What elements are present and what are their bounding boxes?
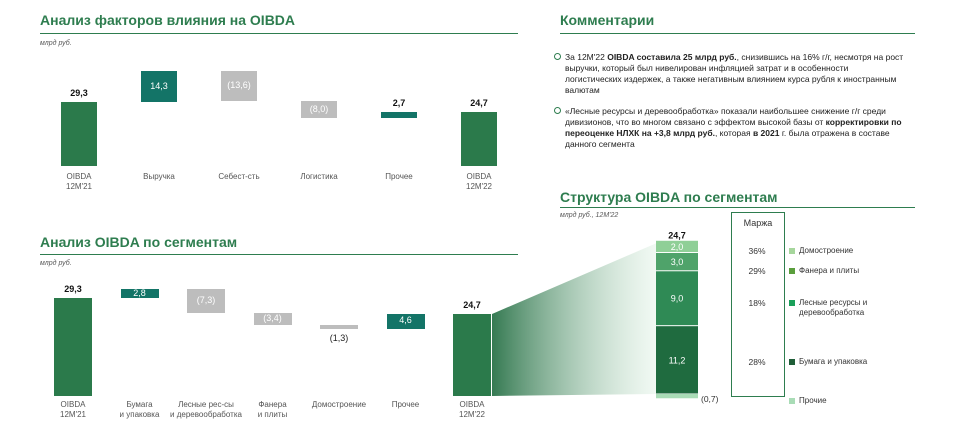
comment-2-part: , которая [714,128,753,138]
comments-title-underline [560,33,915,34]
comment-1-part: За 12М'22 [565,52,608,62]
margin-value: 36% [748,246,766,256]
factors-title-underline [40,33,518,34]
margin-header: Маржа [743,218,773,228]
factors-title: Анализ факторов влияния на OIBDA [40,12,296,28]
legend-swatch [789,300,795,306]
stack-negative-segment [656,394,698,399]
legend-label: Фанера и плиты [799,266,860,275]
segments-title-underline [40,254,518,255]
stack-segment [656,326,698,394]
legend-label: Домостроение [799,246,854,255]
comment-2-text: «Лесные ресурсы и деревообработка» показ… [565,106,902,149]
comment-2-part: в 2021 [752,128,780,138]
bullet-icon [554,53,561,60]
legend-label: Бумага и упаковка [799,357,868,366]
margin-box [731,212,785,397]
legend-swatch [789,359,795,365]
comment-1-part: OIBDA составила 25 млрд руб. [607,52,737,62]
comment-1-text: За 12М'22 OIBDA составила 25 млрд руб., … [565,52,903,95]
structure-title: Структура OIBDA по сегментам [560,189,778,205]
legend-label: Прочие [799,396,827,405]
stack-label: 2,0 [671,242,684,252]
comment-2-part: «Лесные ресурсы и деревообработка» показ… [565,106,886,127]
legend-swatch [789,248,795,254]
legend-swatch [789,268,795,274]
comment-2-part: г. была отражена в составе данного сегме… [565,128,890,149]
stack-total-label: 24,7 [668,230,686,240]
stack-label: 9,0 [671,294,684,304]
stack-label: 11,2 [669,355,686,365]
structure-unit: млрд руб., 12М'22 [560,212,619,219]
stack-negative-label: (0,7) [701,394,719,404]
segments-unit: млрд руб. [40,260,72,267]
comment-2: «Лесные ресурсы и деревообработка» показ… [554,106,905,150]
structure-title-underline [560,207,915,208]
stack-segment [656,271,698,326]
stack-segment [656,240,698,252]
legend-label: Лесные ресурсы и деревообработка [799,298,868,317]
comment-1: За 12М'22 OIBDA составила 25 млрд руб., … [554,52,905,96]
comments-title: Комментарии [560,12,655,28]
legend-swatch [789,398,795,404]
bullet-icon [554,107,561,114]
margin-value: 28% [748,357,766,367]
stack-label: 3,0 [671,257,684,267]
stack-segment [656,252,698,271]
factors-unit: млрд руб. [40,40,72,47]
comment-1-part: , снизившись на 16% г/г, несмотря на рос… [565,52,904,95]
funnel-connector [492,243,656,396]
comment-2-part: корректировки по переоценке НЛХК на +3,8… [565,117,902,138]
segments-title: Анализ OIBDA по сегментам [40,234,238,250]
margin-value: 29% [748,266,766,276]
margin-value: 18% [748,298,766,308]
